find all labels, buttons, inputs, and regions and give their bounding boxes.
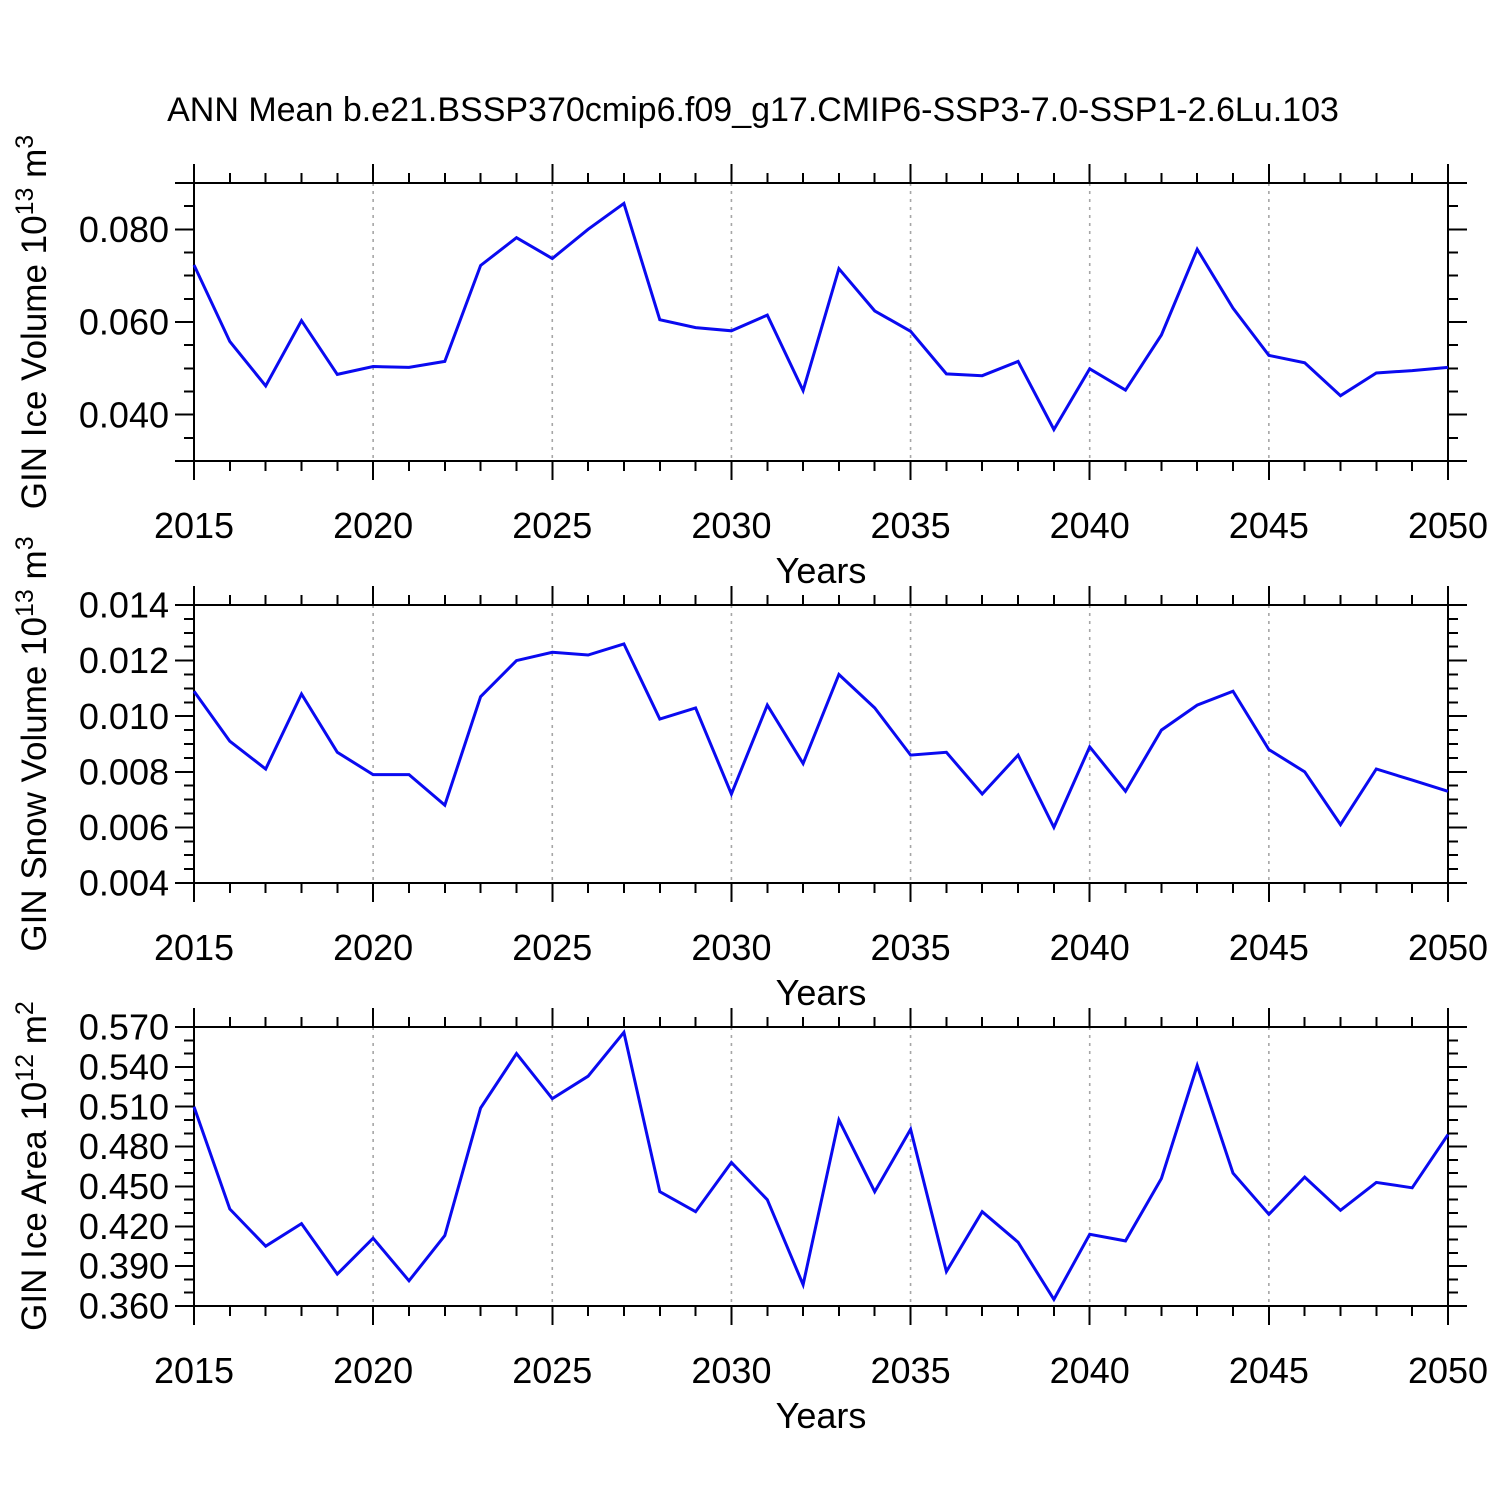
y-axis-title-ice-area: GIN Ice Area 1012 m2 (11, 1001, 54, 1331)
svg-text:2040: 2040 (1050, 1350, 1130, 1391)
y-axis-title-ice-volume: GIN Ice Volume 1013 m3 (11, 135, 54, 509)
x-axis-title-snow-volume: Years (776, 972, 867, 1013)
svg-text:2015: 2015 (154, 505, 234, 546)
chart-title: ANN Mean b.e21.BSSP370cmip6.f09_g17.CMIP… (167, 91, 1339, 129)
svg-text:2050: 2050 (1408, 505, 1488, 546)
svg-text:0.006: 0.006 (79, 807, 169, 848)
svg-text:2035: 2035 (871, 927, 951, 968)
x-axis-title-ice-volume: Years (776, 550, 867, 591)
data-line-0 (192, 200, 1449, 433)
svg-text:2030: 2030 (691, 505, 771, 546)
data-line-2 (192, 1028, 1450, 1303)
svg-text:2040: 2040 (1050, 505, 1130, 546)
svg-text:2030: 2030 (691, 1350, 771, 1391)
svg-text:2020: 2020 (333, 1350, 413, 1391)
data-line-1 (192, 642, 1449, 831)
svg-text:0.080: 0.080 (79, 209, 169, 250)
svg-text:0.360: 0.360 (79, 1286, 169, 1327)
panel-ice-volume: 2015 2020 2025 2030 2035 2040 2045 2050 0.040 0.0… (79, 164, 1488, 546)
svg-text:0.480: 0.480 (79, 1126, 169, 1167)
svg-text:0.570: 0.570 (79, 1007, 169, 1048)
x-axis-title-ice-area: Years (776, 1395, 867, 1436)
svg-text:2025: 2025 (512, 927, 592, 968)
panel-ice-area: 2015 2020 2025 2030 2035 2040 2045 2050 0.3600.3… (79, 1007, 1488, 1391)
svg-text:2025: 2025 (512, 1350, 592, 1391)
y-axis-title-snow-volume: GIN Snow Volume 1013 m3 (11, 536, 54, 951)
svg-text:2035: 2035 (871, 505, 951, 546)
svg-text:2020: 2020 (333, 927, 413, 968)
panel-snow-volume: 2015 2020 2025 2030 2035 2040 2045 2050 0.004 0.0… (79, 585, 1488, 968)
svg-text:2015: 2015 (154, 927, 234, 968)
svg-text:2040: 2040 (1050, 927, 1130, 968)
svg-text:2025: 2025 (512, 505, 592, 546)
svg-text:2050: 2050 (1408, 1350, 1488, 1391)
svg-text:0.420: 0.420 (79, 1206, 169, 1247)
svg-text:0.390: 0.390 (79, 1246, 169, 1287)
svg-text:0.004: 0.004 (79, 863, 169, 904)
svg-text:2030: 2030 (691, 927, 771, 968)
svg-text:2015: 2015 (154, 1350, 234, 1391)
svg-text:0.060: 0.060 (79, 302, 169, 343)
svg-text:0.540: 0.540 (79, 1046, 169, 1087)
svg-text:0.012: 0.012 (79, 640, 169, 681)
svg-text:0.040: 0.040 (79, 394, 169, 435)
svg-text:0.450: 0.450 (79, 1166, 169, 1207)
svg-text:2045: 2045 (1229, 505, 1309, 546)
svg-text:0.014: 0.014 (79, 585, 169, 626)
svg-text:2050: 2050 (1408, 927, 1488, 968)
svg-text:2045: 2045 (1229, 927, 1309, 968)
svg-text:2020: 2020 (333, 505, 413, 546)
svg-text:0.510: 0.510 (79, 1086, 169, 1127)
svg-text:0.008: 0.008 (79, 751, 169, 792)
svg-text:0.010: 0.010 (79, 696, 169, 737)
svg-text:2045: 2045 (1229, 1350, 1309, 1391)
svg-text:2035: 2035 (871, 1350, 951, 1391)
